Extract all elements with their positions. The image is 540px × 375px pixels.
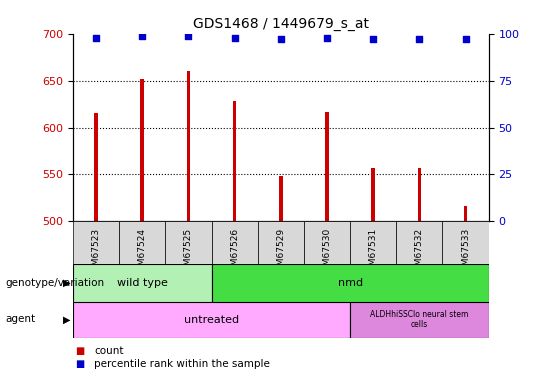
Point bbox=[138, 33, 146, 39]
Bar bbox=[73, 221, 119, 264]
Text: ■: ■ bbox=[76, 346, 85, 355]
Bar bbox=[258, 221, 304, 264]
Text: GSM67523: GSM67523 bbox=[91, 228, 100, 277]
Text: GSM67529: GSM67529 bbox=[276, 228, 285, 277]
Point bbox=[230, 34, 239, 40]
Bar bbox=[304, 221, 350, 264]
Bar bbox=[233, 101, 237, 221]
Point bbox=[461, 36, 470, 42]
Bar bbox=[464, 206, 468, 221]
Point bbox=[184, 33, 193, 39]
Bar bbox=[325, 112, 329, 221]
Text: GSM67524: GSM67524 bbox=[138, 228, 147, 277]
Bar bbox=[279, 176, 282, 221]
Bar bbox=[350, 302, 489, 338]
Text: ALDHhiSSClo neural stem
cells: ALDHhiSSClo neural stem cells bbox=[370, 310, 469, 329]
Bar bbox=[212, 264, 489, 302]
Text: GSM67532: GSM67532 bbox=[415, 228, 424, 277]
Text: wild type: wild type bbox=[117, 278, 167, 288]
Text: ■: ■ bbox=[76, 359, 85, 369]
Text: untreated: untreated bbox=[184, 315, 239, 325]
Bar bbox=[94, 113, 98, 221]
Text: GSM67531: GSM67531 bbox=[369, 228, 377, 277]
Bar bbox=[396, 221, 442, 264]
Point bbox=[92, 34, 100, 40]
Point bbox=[369, 36, 377, 42]
Bar bbox=[140, 79, 144, 221]
Text: GSM67526: GSM67526 bbox=[230, 228, 239, 277]
Point bbox=[323, 34, 332, 40]
Bar bbox=[73, 302, 350, 338]
Text: GSM67525: GSM67525 bbox=[184, 228, 193, 277]
Text: percentile rank within the sample: percentile rank within the sample bbox=[94, 359, 271, 369]
Bar bbox=[186, 71, 190, 221]
Text: ▶: ▶ bbox=[63, 278, 71, 288]
Text: GSM67530: GSM67530 bbox=[322, 228, 332, 277]
Bar bbox=[212, 221, 258, 264]
Bar bbox=[417, 168, 421, 221]
Title: GDS1468 / 1449679_s_at: GDS1468 / 1449679_s_at bbox=[193, 17, 369, 32]
Text: agent: agent bbox=[5, 315, 36, 324]
Point bbox=[276, 36, 285, 42]
Bar bbox=[372, 168, 375, 221]
Bar bbox=[73, 264, 212, 302]
Bar bbox=[442, 221, 489, 264]
Text: count: count bbox=[94, 346, 124, 355]
Bar bbox=[350, 221, 396, 264]
Text: nmd: nmd bbox=[338, 278, 363, 288]
Bar bbox=[165, 221, 212, 264]
Text: GSM67533: GSM67533 bbox=[461, 228, 470, 277]
Text: ▶: ▶ bbox=[63, 315, 71, 324]
Point bbox=[415, 36, 424, 42]
Text: genotype/variation: genotype/variation bbox=[5, 278, 105, 288]
Bar bbox=[119, 221, 165, 264]
